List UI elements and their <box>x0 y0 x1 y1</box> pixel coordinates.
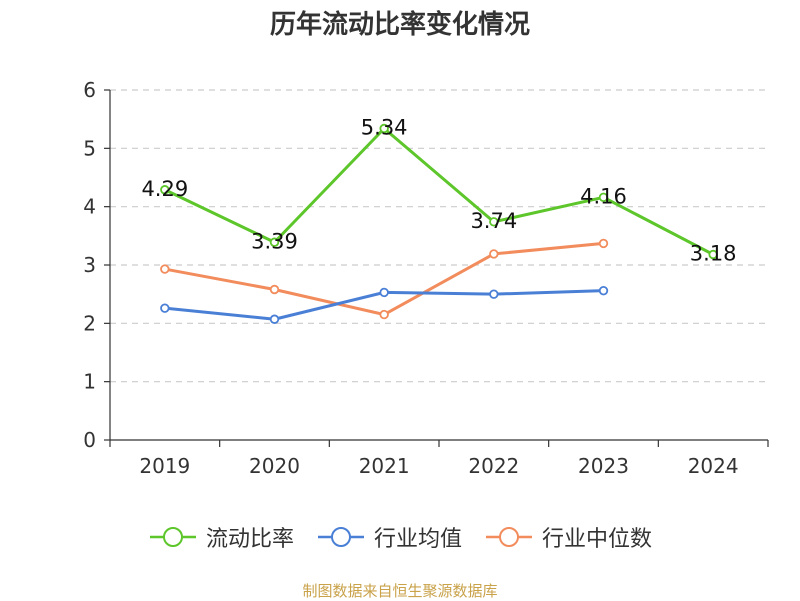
y-tick-label: 3 <box>83 253 96 277</box>
series-point <box>160 303 170 313</box>
series-point <box>489 289 499 299</box>
x-tick-label: 2024 <box>688 454 739 478</box>
series-point <box>489 249 499 259</box>
y-tick-label: 0 <box>83 428 96 452</box>
series-point <box>598 192 609 203</box>
y-tick-label: 6 <box>83 78 96 102</box>
y-tick-label: 1 <box>83 370 96 394</box>
y-tick-label: 5 <box>83 136 96 160</box>
x-tick-label: 2023 <box>578 454 629 478</box>
legend-marker-icon <box>149 527 196 547</box>
y-tick-label: 4 <box>83 195 96 219</box>
series-point <box>708 249 718 260</box>
series-point <box>379 287 389 298</box>
x-tick-label: 2019 <box>139 454 190 478</box>
legend-label: 流动比率 <box>205 527 294 552</box>
chart-title: 历年流动比率变化情况 <box>269 10 530 40</box>
series-point <box>160 185 170 195</box>
legend-marker-icon <box>317 527 364 547</box>
legend-label: 行业中位数 <box>542 527 653 552</box>
data-label: 3.74 <box>470 209 517 233</box>
series-line <box>164 127 714 256</box>
series-point <box>489 217 499 227</box>
legend-item[interactable]: 行业均值 <box>316 521 462 553</box>
series-point <box>379 309 389 320</box>
series-point <box>598 238 609 249</box>
data-label: 3.18 <box>690 242 737 266</box>
x-tick-label: 2020 <box>249 454 300 478</box>
data-label: 3.39 <box>251 229 298 253</box>
data-labels: 4.29 3.39 5.34 3.74 4.16 3.18 <box>141 116 736 266</box>
legend: 流动比率 行业均值 行业中位数 <box>0 520 800 554</box>
data-label: 4.16 <box>580 184 627 208</box>
y-tick-label: 2 <box>83 311 96 335</box>
series-point <box>160 264 170 274</box>
data-label: 4.29 <box>141 177 188 201</box>
series-point <box>269 314 280 324</box>
gridlines <box>110 89 768 383</box>
legend-item[interactable]: 流动比率 <box>148 521 294 553</box>
axes: 0 1 2 3 4 5 6 2019 2020 2021 2022 2023 2024 <box>83 78 769 478</box>
x-tick-label: 2021 <box>359 454 410 478</box>
series-point <box>598 285 609 296</box>
series-point <box>379 123 389 134</box>
x-tick-label: 2022 <box>468 454 519 478</box>
series-point <box>269 284 280 295</box>
legend-marker-icon <box>486 527 532 547</box>
series <box>160 123 718 324</box>
series-point <box>269 237 280 247</box>
series-line <box>164 241 604 317</box>
legend-label: 行业均值 <box>373 527 462 552</box>
source-note: 制图数据来自恒生聚源数据库 <box>302 582 498 600</box>
legend-item[interactable]: 行业中位数 <box>484 521 652 553</box>
data-label: 5.34 <box>361 116 408 140</box>
